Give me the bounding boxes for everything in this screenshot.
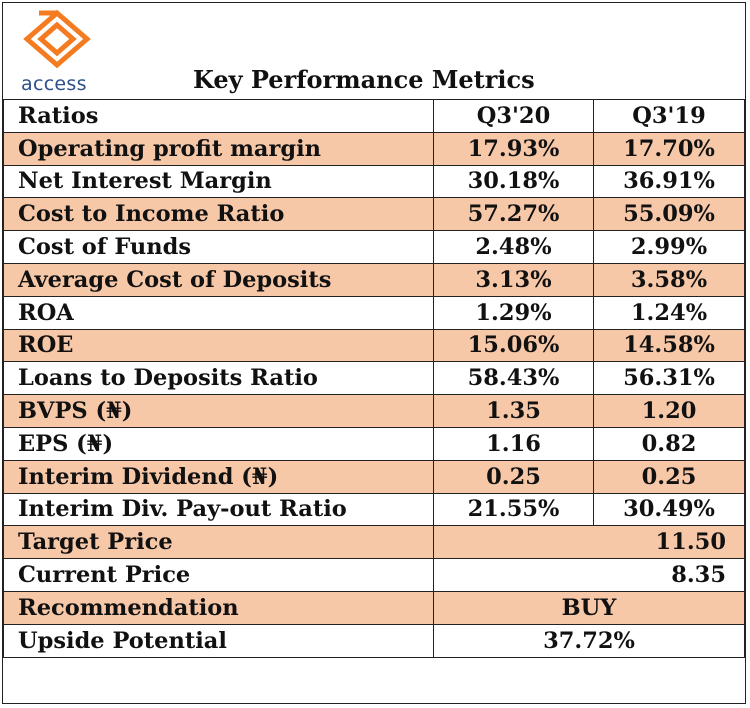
- row-value-q319: 30.49%: [593, 492, 745, 527]
- page-title: Key Performance Metrics: [193, 65, 535, 94]
- logo-wordmark: access: [21, 73, 87, 95]
- row-label: Average Cost of Deposits: [3, 262, 434, 297]
- col-header-ratios: Ratios: [3, 99, 434, 133]
- table-row: Interim Div. Pay-out Ratio 21.55% 30.49%: [3, 492, 745, 527]
- col-header-q320: Q3'20: [433, 99, 594, 133]
- row-value-q319: 14.58%: [593, 328, 745, 363]
- row-value-q320: 1.16: [433, 426, 594, 461]
- row-label: Cost to Income Ratio: [3, 197, 434, 232]
- row-value-q320: 1.29%: [433, 295, 594, 330]
- row-value-q320: 1.35: [433, 394, 594, 428]
- row-value-q319: 56.31%: [593, 361, 745, 396]
- table-row: Cost of Funds 2.48% 2.99%: [3, 230, 745, 264]
- row-label: Interim Dividend (₦): [3, 459, 434, 494]
- row-value-q319: 1.20: [593, 394, 745, 428]
- access-diamond-icon: [23, 9, 91, 69]
- upside-label: Upside Potential: [3, 623, 434, 658]
- row-value-q320: 3.13%: [433, 262, 594, 297]
- kpi-table: Ratios Q3'20 Q3'19 Operating profit marg…: [3, 99, 745, 658]
- row-label: Net Interest Margin: [3, 164, 434, 199]
- table-header-area: access Key Performance Metrics: [3, 3, 744, 100]
- row-label: Operating profit margin: [3, 131, 434, 166]
- target-price-row: Target Price 11.50: [3, 525, 745, 560]
- row-label: BVPS (₦): [3, 394, 434, 428]
- table-row: Loans to Deposits Ratio 58.43% 56.31%: [3, 361, 745, 396]
- table-row: ROE 15.06% 14.58%: [3, 328, 745, 363]
- row-value-q320: 2.48%: [433, 230, 594, 264]
- row-value-q320: 21.55%: [433, 492, 594, 527]
- row-value-q319: 55.09%: [593, 197, 745, 232]
- row-value-q319: 17.70%: [593, 131, 745, 166]
- row-value-q320: 17.93%: [433, 131, 594, 166]
- table-row: Net Interest Margin 30.18% 36.91%: [3, 164, 745, 199]
- target-price-label: Target Price: [3, 525, 434, 560]
- column-header-row: Ratios Q3'20 Q3'19: [3, 99, 745, 133]
- row-value-q319: 1.24%: [593, 295, 745, 330]
- table-row: EPS (₦) 1.16 0.82: [3, 426, 745, 461]
- row-value-q320: 15.06%: [433, 328, 594, 363]
- row-label: EPS (₦): [3, 426, 434, 461]
- table-row: ROA 1.29% 1.24%: [3, 295, 745, 330]
- current-price-row: Current Price 8.35: [3, 558, 745, 592]
- row-label: ROE: [3, 328, 434, 363]
- table-row: Interim Dividend (₦) 0.25 0.25: [3, 459, 745, 494]
- access-logo: access: [17, 9, 109, 97]
- row-label: Loans to Deposits Ratio: [3, 361, 434, 396]
- table-row: BVPS (₦) 1.35 1.20: [3, 394, 745, 428]
- row-value-q319: 2.99%: [593, 230, 745, 264]
- row-value-q319: 36.91%: [593, 164, 745, 199]
- row-value-q320: 57.27%: [433, 197, 594, 232]
- recommendation-row: Recommendation BUY: [3, 590, 745, 625]
- row-label: Interim Div. Pay-out Ratio: [3, 492, 434, 527]
- table-row: Cost to Income Ratio 57.27% 55.09%: [3, 197, 745, 232]
- table-row: Average Cost of Deposits 3.13% 3.58%: [3, 262, 745, 297]
- row-value-q319: 0.82: [593, 426, 745, 461]
- current-price-label: Current Price: [3, 558, 434, 592]
- target-price-value: 11.50: [433, 525, 745, 560]
- upside-value: 37.72%: [433, 623, 745, 658]
- current-price-value: 8.35: [433, 558, 745, 592]
- recommendation-value: BUY: [433, 590, 745, 625]
- row-value-q319: 0.25: [593, 459, 745, 494]
- row-value-q319: 3.58%: [593, 262, 745, 297]
- row-value-q320: 0.25: [433, 459, 594, 494]
- row-value-q320: 30.18%: [433, 164, 594, 199]
- upside-row: Upside Potential 37.72%: [3, 623, 745, 658]
- col-header-q319: Q3'19: [593, 99, 745, 133]
- row-label: ROA: [3, 295, 434, 330]
- recommendation-label: Recommendation: [3, 590, 434, 625]
- row-value-q320: 58.43%: [433, 361, 594, 396]
- row-label: Cost of Funds: [3, 230, 434, 264]
- table-row: Operating profit margin 17.93% 17.70%: [3, 131, 745, 166]
